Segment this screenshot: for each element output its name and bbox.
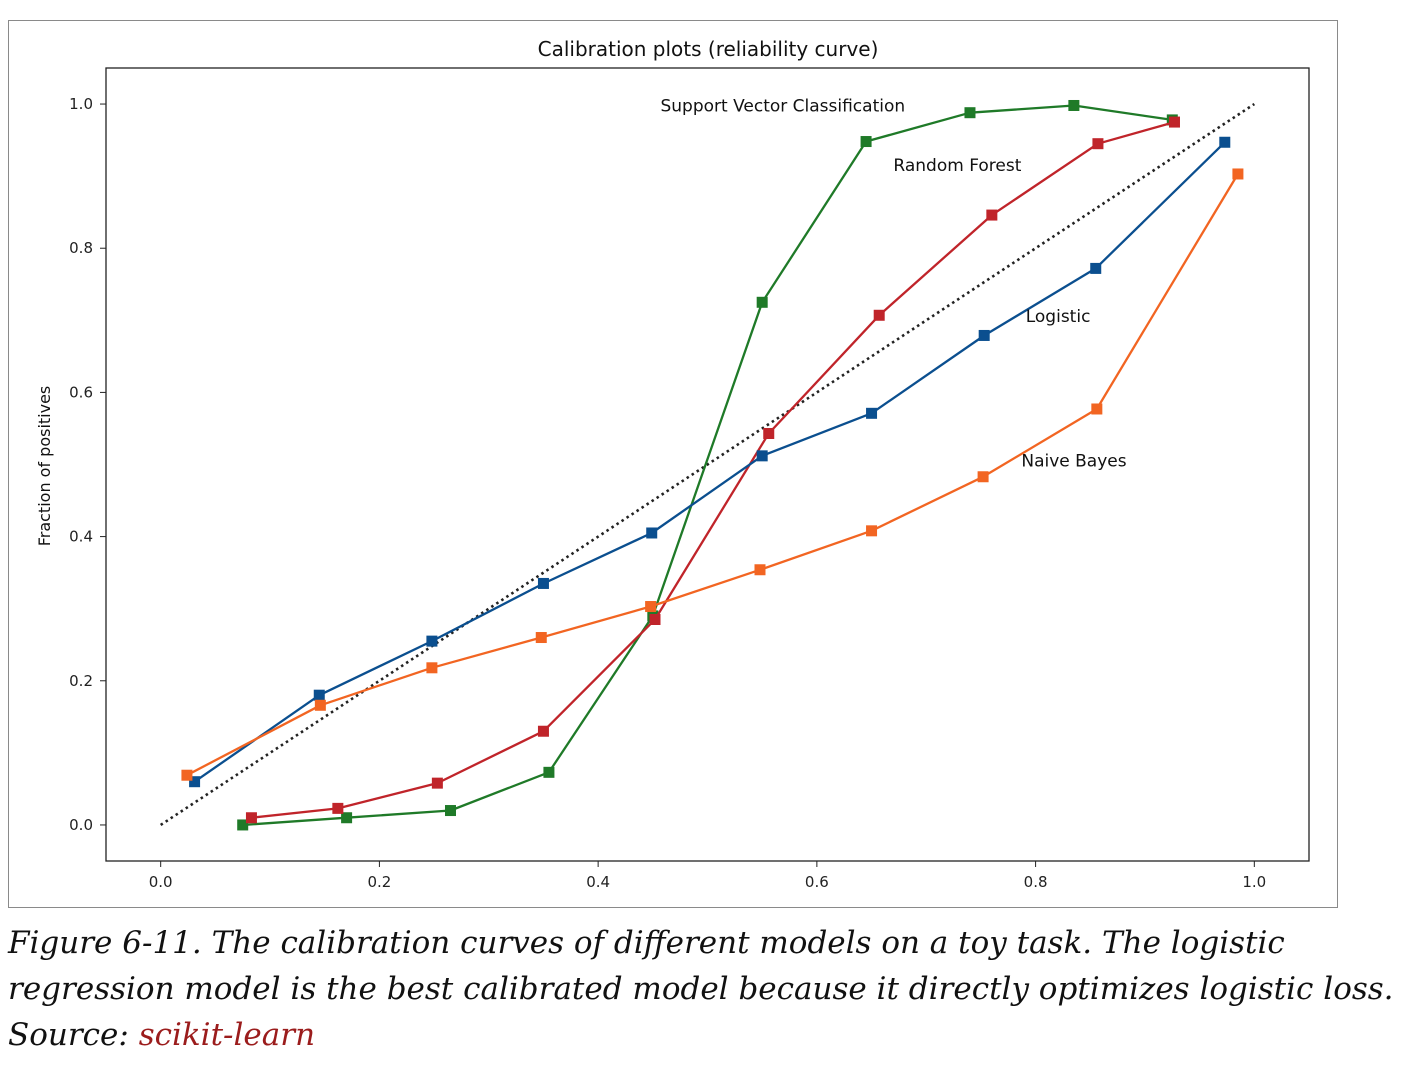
y-tick-label: 0.4 [69,528,93,546]
data-point-naive-bayes [314,699,326,711]
x-tick-label: 0.2 [367,873,391,891]
data-point-naive-bayes [426,662,438,674]
data-point-naive-bayes [977,471,989,483]
data-point-support-vector-classification [756,296,768,308]
data-point-support-vector-classification [964,107,976,119]
data-point-naive-bayes [1232,168,1244,180]
perfect-calibration-line [159,102,1256,827]
series-line-naive-bayes [186,173,1239,777]
data-point-support-vector-classification [444,805,456,817]
y-tick-label: 1.0 [69,95,93,113]
data-point-naive-bayes [181,769,193,781]
data-point-logistic [189,776,201,788]
x-tick-label: 1.0 [1242,873,1266,891]
data-point-support-vector-classification [543,766,555,778]
data-point-naive-bayes [645,601,657,613]
x-tick-label: 0.8 [1024,873,1048,891]
data-point-logistic [866,407,878,419]
data-point-logistic [646,527,658,539]
data-point-random-forest [649,613,661,625]
y-tick-label: 0.0 [69,816,93,834]
data-point-random-forest [245,812,257,824]
series-annotation: Random Forest [893,156,1021,176]
data-point-support-vector-classification [1068,99,1080,111]
data-point-random-forest [537,725,549,737]
plot-area: 0.0 0.2 0.4 0.6 0.8 1.0 0.0 0.2 0.4 0.6 0.8 1.0 Supp… [69,67,1310,891]
series-line-support-vector-classification [242,104,1173,827]
y-tick-label: 0.2 [69,672,93,690]
series-annotation: Logistic [1026,307,1091,327]
data-point-logistic [978,329,990,341]
chart-title: Calibration plots (reliability curve) [538,37,879,61]
calibration-chart: Calibration plots (reliability curve) Fr… [35,37,1310,891]
data-point-logistic [537,577,549,589]
data-point-random-forest [1168,116,1180,128]
y-tick-label: 0.6 [69,383,93,401]
data-point-random-forest [431,777,443,789]
x-tick-label: 0.4 [586,873,610,891]
data-point-naive-bayes [535,632,547,644]
series-annotation: Support Vector Classification [660,96,905,116]
data-point-naive-bayes [754,564,766,576]
data-point-logistic [1219,136,1231,148]
data-point-random-forest [332,802,344,814]
data-point-support-vector-classification [341,812,353,824]
data-point-random-forest [873,309,885,321]
data-point-random-forest [986,209,998,221]
data-point-logistic [756,450,768,462]
figure-caption: Figure 6-11. The calibration curves of d… [8,920,1398,1058]
caption-text: Figure 6-11. The calibration curves of d… [8,925,1394,1053]
data-point-logistic [426,635,438,647]
figure-frame: Calibration plots (reliability curve) Fr… [8,20,1338,908]
data-point-naive-bayes [866,525,878,537]
plot-border [105,67,1310,862]
x-tick-label: 0.6 [805,873,829,891]
series-line-random-forest [251,120,1175,819]
y-axis-title: Fraction of positives [35,386,54,547]
data-point-logistic [1090,262,1102,274]
data-point-random-forest [763,428,775,440]
data-point-support-vector-classification [860,136,872,148]
data-point-random-forest [1092,138,1104,150]
x-tick-label: 0.0 [149,873,173,891]
source-link[interactable]: scikit-learn [138,1017,316,1053]
series-line-logistic [193,141,1226,783]
data-point-support-vector-classification [237,819,249,831]
y-tick-label: 0.8 [69,239,93,257]
data-point-logistic [313,689,325,701]
series-annotation: Naive Bayes [1021,452,1126,472]
data-point-naive-bayes [1091,403,1103,415]
